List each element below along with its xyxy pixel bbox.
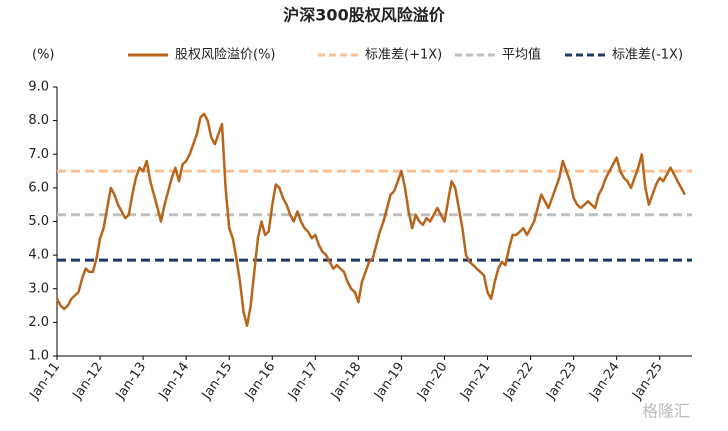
y-axis-label: (%) [32, 48, 55, 63]
y-tick-label: 2.0 [28, 315, 49, 330]
data-line [55, 112, 686, 327]
y-tick-label: 9.0 [28, 80, 49, 95]
x-tick-label: Jan-23 [543, 360, 580, 403]
y-tick-label: 6.0 [28, 180, 49, 195]
x-tick-label: Jan-11 [27, 360, 64, 403]
chart-title: 沪深300股权风险溢价 [283, 6, 445, 25]
y-tick-label: 5.0 [28, 214, 49, 229]
y-tick-label: 4.0 [28, 248, 49, 263]
x-tick-label: Jan-12 [70, 360, 107, 403]
x-tick-label: Jan-19 [371, 360, 408, 403]
x-tick-label: Jan-17 [285, 360, 322, 403]
x-tick-label: Jan-13 [113, 360, 150, 403]
x-tick-label: Jan-25 [629, 360, 666, 403]
x-tick-label: Jan-24 [586, 360, 623, 403]
x-tick-label: Jan-18 [328, 360, 365, 403]
y-tick-label: 7.0 [28, 147, 49, 162]
x-tick-label: Jan-16 [242, 360, 279, 403]
x-tick-label: Jan-20 [414, 360, 451, 403]
watermark: 格隆汇 [642, 402, 690, 421]
legend-label: 标准差(-1X) [612, 48, 683, 63]
legend-label: 平均值 [502, 47, 541, 63]
x-tick-label: Jan-21 [457, 360, 494, 403]
x-tick-label: Jan-14 [156, 360, 193, 403]
legend-label: 标准差(+1X) [365, 48, 442, 63]
y-tick-label: 8.0 [28, 113, 49, 128]
legend-label: 股权风险溢价(%) [175, 47, 276, 63]
x-tick-label: Jan-15 [199, 360, 236, 403]
y-tick-label: 3.0 [28, 281, 49, 296]
y-tick-label: 1.0 [28, 349, 49, 364]
x-tick-label: Jan-22 [500, 360, 537, 403]
